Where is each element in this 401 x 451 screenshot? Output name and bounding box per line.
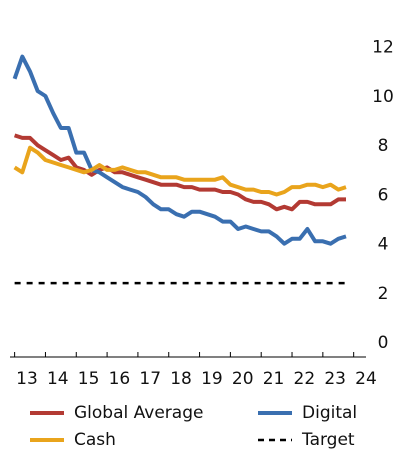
x-tick-label: 16 xyxy=(109,369,131,389)
y-tick-label: 8 xyxy=(378,136,389,156)
series-line xyxy=(13,145,347,197)
y-tick-label: 12 xyxy=(372,38,394,58)
x-tick-label: 17 xyxy=(139,369,161,389)
y-tick-label: 10 xyxy=(372,87,394,107)
x-tick-label: 15 xyxy=(78,369,100,389)
x-tick-label: 24 xyxy=(355,369,377,389)
y-tick-label: 4 xyxy=(378,235,389,255)
x-tick-label: 23 xyxy=(324,369,346,389)
x-tick-label: 21 xyxy=(263,369,285,389)
legend-label: Target xyxy=(301,430,355,450)
legend-label: Cash xyxy=(74,430,116,450)
y-tick-label: 0 xyxy=(378,333,389,353)
x-tick-label: 19 xyxy=(201,369,223,389)
x-tick-label: 13 xyxy=(16,369,38,389)
x-tick-label: 18 xyxy=(170,369,192,389)
y-tick-label: 2 xyxy=(378,284,389,304)
x-tick-label: 22 xyxy=(294,369,316,389)
legend-label: Digital xyxy=(302,403,357,423)
series-line xyxy=(12,54,347,246)
legend-label: Global Average xyxy=(74,403,203,423)
x-tick-label: 20 xyxy=(232,369,254,389)
series-line xyxy=(13,133,346,212)
x-tick-label: 14 xyxy=(47,369,69,389)
y-tick-label: 6 xyxy=(378,185,389,205)
